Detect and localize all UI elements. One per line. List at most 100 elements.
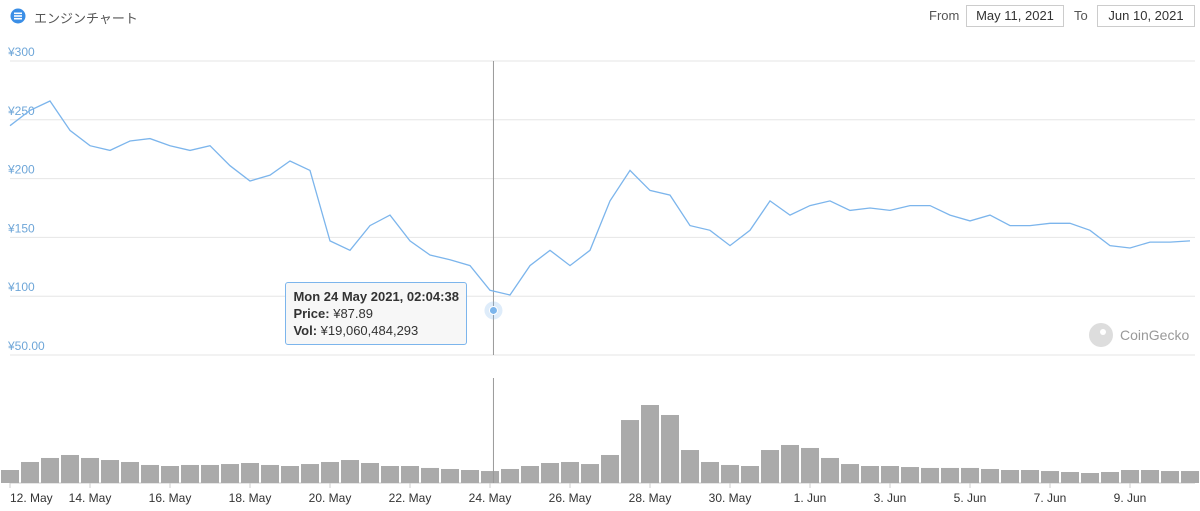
volume-bar [1061,471,1079,483]
volume-bar [641,405,659,483]
volume-bar [1,470,19,483]
watermark: CoinGecko [1088,322,1189,348]
volume-bar [961,467,979,483]
watermark-logo [1089,323,1113,347]
volume-bar [141,464,159,483]
volume-bar [801,447,819,483]
y-tick-label: ¥300 [7,45,35,59]
volume-bar [841,464,859,483]
volume-bar [601,454,619,483]
volume-bar [441,468,459,483]
volume-bar [721,464,739,483]
tooltip-price: ¥87.89 [333,306,373,322]
volume-bar [561,461,579,483]
volume-bar [1181,471,1199,483]
volume-bar [781,444,799,483]
x-tick-label: 16. May [149,491,192,505]
to-label: To [1074,8,1088,23]
x-tick-label: 28. May [629,491,672,505]
tooltip-vol: ¥19,060,484,293 [320,323,419,339]
coin-icon [10,8,26,24]
volume-bar [21,461,39,483]
x-tick-label: 30. May [709,491,752,505]
volume-bar [501,468,519,483]
volume-bar [1081,473,1099,483]
x-tick-label: 26. May [549,491,592,505]
volume-bar [301,464,319,483]
y-tick-label: ¥150 [7,221,35,235]
volume-bar [1021,470,1039,483]
to-date[interactable]: Jun 10, 2021 [1097,5,1195,27]
x-tick-label: 7. Jun [1034,491,1067,505]
y-tick-label: ¥200 [7,163,35,177]
volume-bar [401,465,419,483]
volume-bar [461,470,479,483]
y-tick-label: ¥250 [7,104,35,118]
volume-bar [521,465,539,483]
price-line [9,100,1191,296]
volume-bar [1161,471,1179,483]
volume-bar [1001,470,1019,483]
x-tick-label: 12. May [10,491,53,505]
x-tick-label: 22. May [389,491,432,505]
volume-bar [541,463,559,483]
volume-bar [341,460,359,483]
tooltip: Mon 24 May 2021, 02:04:38 Price: ¥87.89 … [285,282,467,346]
x-tick-label: 24. May [469,491,512,505]
volume-bar [201,464,219,483]
volume-bar [1121,470,1139,483]
x-tick-label: 5. Jun [954,491,987,505]
volume-bar [901,467,919,483]
volume-bar [701,461,719,483]
volume-bar [81,457,99,483]
from-label: From [929,8,960,23]
volume-bar [321,461,339,483]
chart-title: エンジンチャート [34,11,138,26]
y-tick-label: ¥100 [7,280,35,294]
from-date[interactable]: May 11, 2021 [966,5,1064,27]
volume-bar [1101,471,1119,483]
volume-bar [241,463,259,483]
volume-bar [1041,471,1059,483]
volume-bar [921,467,939,483]
volume-bar [621,420,639,483]
volume-bar [981,468,999,483]
volume-bar [661,414,679,483]
volume-bar [41,457,59,483]
volume-bar [681,450,699,483]
volume-bar [581,464,599,483]
hover-point [488,305,498,315]
tooltip-vol-label: Vol: [293,323,318,339]
x-tick-label: 14. May [69,491,112,505]
volume-bar [861,465,879,483]
tooltip-title: Mon 24 May 2021, 02:04:38 [293,289,459,305]
volume-bar [281,465,299,483]
y-tick-label: ¥50.00 [7,339,45,353]
volume-bar [421,467,439,483]
x-tick-label: 20. May [309,491,352,505]
volume-bar [221,464,239,483]
volume-bar [161,465,179,483]
volume-bar [941,467,959,483]
tooltip-price-label: Price: [293,306,330,322]
watermark-text: CoinGecko [1120,327,1190,343]
volume-bar [61,454,79,483]
volume-bar [261,464,279,483]
volume-bar [381,465,399,483]
volume-bar [881,465,899,483]
volume-bar [821,457,839,483]
x-tick-label: 1. Jun [794,491,827,505]
volume-bar [741,465,759,483]
x-tick-label: 9. Jun [1114,491,1147,505]
x-tick-label: 18. May [229,491,272,505]
volume-bar [101,460,119,483]
volume-bar [761,450,779,483]
volume-bar [481,471,499,483]
volume-bar [361,463,379,483]
volume-bar [181,464,199,483]
volume-bar [121,461,139,483]
x-tick-label: 3. Jun [874,491,907,505]
volume-bar [1141,470,1159,483]
